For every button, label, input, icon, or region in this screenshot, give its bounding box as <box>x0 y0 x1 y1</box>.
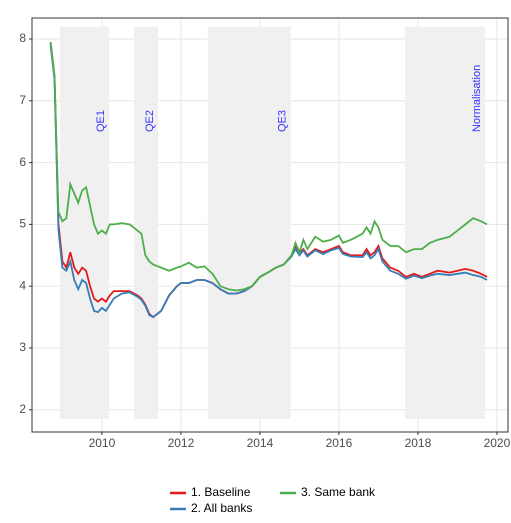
shaded-period <box>404 26 486 420</box>
period-label: QE3 <box>277 110 289 132</box>
line-series <box>49 41 488 292</box>
x-tick-label: 2010 <box>89 436 116 450</box>
period-label: QE2 <box>144 110 156 132</box>
line-series <box>49 45 488 319</box>
y-tick-label: 3 <box>19 340 26 354</box>
x-tick-label: 2020 <box>484 436 511 450</box>
x-tick-label: 2016 <box>326 436 353 450</box>
panel-border <box>31 17 509 433</box>
legend-label: 1. Baseline <box>191 485 251 499</box>
legend-label: 2. All banks <box>191 501 252 515</box>
shaded-period <box>60 26 110 420</box>
shaded-period <box>133 26 159 420</box>
y-tick-label: 8 <box>19 31 26 45</box>
x-tick-label: 2014 <box>247 436 274 450</box>
y-tick-label: 5 <box>19 217 26 231</box>
y-tick-label: 4 <box>19 278 26 292</box>
period-label: QE1 <box>95 110 107 132</box>
x-tick-label: 2012 <box>168 436 195 450</box>
y-tick-label: 7 <box>19 93 26 107</box>
x-tick-label: 2018 <box>405 436 432 450</box>
y-tick-label: 6 <box>19 155 26 169</box>
y-tick-label: 2 <box>19 402 26 416</box>
shaded-period <box>207 26 291 420</box>
period-label: Normalisation <box>471 65 483 132</box>
legend-label: 3. Same bank <box>301 485 376 499</box>
